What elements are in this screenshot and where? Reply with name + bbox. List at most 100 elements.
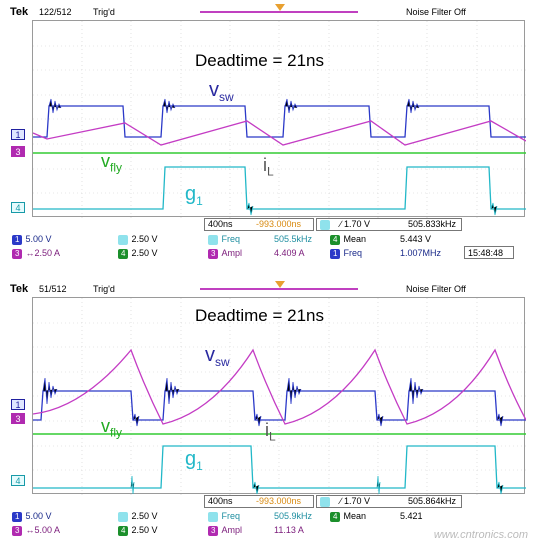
ch2-scale: 2 2.50 V (118, 233, 157, 245)
g1-label-sub: 1 (196, 459, 203, 473)
vfly-label-sub: fly (110, 160, 122, 175)
scope-header: Tek 51/512 Trig'd Noise Filter Off (8, 281, 532, 297)
ch3-scale: 3 ↔5.00 A (12, 524, 60, 536)
g1-label-main: g (185, 183, 197, 205)
brand-label: Tek (10, 6, 29, 18)
ch4-marker: 4 (11, 475, 25, 486)
vfly-label-main: v (101, 151, 110, 171)
ch2-scale: 2 2.50 V (118, 510, 157, 522)
meas-4-label: Freq (343, 248, 362, 258)
meas-3-value: 5.421 (400, 511, 423, 521)
record-bar (200, 288, 358, 290)
vfly-label-sub: fly (110, 425, 122, 440)
measurement-readout: 400ns -993.000ns 2 ∕ 1.70 V 505.864kHz 1… (8, 495, 532, 543)
vsw-label: vsw (205, 344, 230, 369)
meas-3: 4 Mean (330, 233, 366, 245)
deadtime-annotation: Deadtime = 21ns (195, 306, 324, 325)
trigger-box (316, 495, 462, 508)
ch4-scale-value: 2.50 V (131, 525, 158, 535)
meas-1: 2 Freq (208, 233, 240, 245)
ch3-scale-value: ↔5.00 A (25, 525, 60, 535)
ch3-marker: 3 (11, 413, 25, 424)
meas-2: 3 Ampl (208, 247, 242, 259)
meas-2-label: Ampl (221, 248, 242, 258)
trigger-frequency: 505.864kHz (408, 496, 457, 506)
meas-1-value: 505.5kHz (274, 234, 313, 244)
meas-3: 4 Mean (330, 510, 366, 522)
trigger-position: -993.000ns (256, 496, 302, 506)
g1-label-sub: 1 (196, 194, 203, 208)
ch3-scale-value: ↔2.50 A (25, 248, 60, 258)
il-label-main: i (265, 420, 269, 440)
trigger-level: ∕ 1.70 V (340, 219, 371, 229)
timebase-box (204, 495, 314, 508)
trigger-position-icon (275, 4, 285, 11)
meas-1-value: 505.9kHz (274, 511, 313, 521)
g1-label: g1 (185, 183, 203, 208)
ch4-scale-value: 2.50 V (131, 248, 158, 258)
ch3-scale: 3 ↔2.50 A (12, 247, 60, 259)
deadtime-annotation: Deadtime = 21ns (195, 51, 324, 70)
trigger-status: Trig'd (93, 7, 115, 17)
waveform-plot (33, 21, 526, 218)
record-bar (200, 11, 358, 13)
g1-trace (33, 166, 526, 210)
trigger-level: ∕ 1.70 V (340, 496, 371, 506)
timebase-box (204, 218, 314, 231)
vsw-label-main: v (205, 344, 215, 366)
trigger-source-tag: 2 (320, 218, 333, 230)
scope-capture-top: Tek 122/512 Trig'd Noise Filter Off (8, 4, 532, 266)
scope-capture-bottom: Tek 51/512 Trig'd Noise Filter Off (8, 281, 532, 543)
waveform-display: Deadtime = 21ns vsw vfly iL g1 (32, 20, 526, 218)
vsw-label-sub: sw (219, 90, 234, 104)
ch1-scale: 1 5.00 V (12, 233, 51, 245)
ch4-scale: 4 2.50 V (118, 247, 157, 259)
brand-label: Tek (10, 283, 29, 295)
ch3-marker: 3 (11, 146, 25, 157)
il-label: iL (263, 155, 274, 179)
vsw-label: vsw (209, 79, 234, 104)
il-label-sub: L (267, 164, 274, 179)
il-trace (33, 120, 526, 146)
trigger-status: Trig'd (93, 284, 115, 294)
meas-2-label: Ampl (221, 525, 242, 535)
g1-trace (33, 445, 526, 489)
trigger-source-tag: 2 (320, 495, 333, 507)
meas-4-value: 1.007MHz (400, 248, 442, 258)
noise-filter-status: Noise Filter Off (406, 284, 466, 294)
meas-3-label: Mean (343, 234, 366, 244)
acquisition-count: 122/512 (39, 7, 72, 17)
g1-label-main: g (185, 448, 197, 470)
ch2-scale-value: 2.50 V (131, 234, 158, 244)
ch4-scale: 4 2.50 V (118, 524, 157, 536)
g1-label: g1 (185, 448, 203, 473)
ch1-marker: 1 (11, 399, 25, 410)
waveform-plot (33, 298, 526, 495)
clock-box (464, 246, 514, 259)
meas-1-label: Freq (221, 234, 240, 244)
timebase: 400ns (208, 496, 233, 506)
trigger-position-icon (275, 281, 285, 288)
meas-2-value: 11.13 A (274, 525, 304, 535)
meas-3-label: Mean (343, 511, 366, 521)
il-trace (33, 348, 526, 425)
vfly-label-main: v (101, 416, 110, 436)
vsw-label-sub: sw (215, 355, 230, 369)
scope-header: Tek 122/512 Trig'd Noise Filter Off (8, 4, 532, 20)
ch1-scale-value: 5.00 V (25, 511, 52, 521)
il-label: iL (265, 420, 276, 444)
trigger-position: -993.000ns (256, 219, 302, 229)
meas-2-value: 4.409 A (274, 248, 305, 258)
il-label-main: i (263, 155, 267, 175)
vfly-label: vfly (101, 416, 122, 440)
measurement-readout: 400ns -993.000ns 2 ∕ 1.70 V 505.833kHz 1… (8, 218, 532, 266)
vsw-trace (33, 390, 526, 421)
meas-2: 3 Ampl (208, 524, 242, 536)
ch1-scale-value: 5.00 V (25, 234, 52, 244)
vfly-label: vfly (101, 151, 122, 175)
vsw-trace (33, 105, 526, 138)
acquisition-count: 51/512 (39, 284, 67, 294)
ch4-marker: 4 (11, 202, 25, 213)
ch1-scale: 1 5.00 V (12, 510, 51, 522)
il-label-sub: L (269, 429, 276, 444)
